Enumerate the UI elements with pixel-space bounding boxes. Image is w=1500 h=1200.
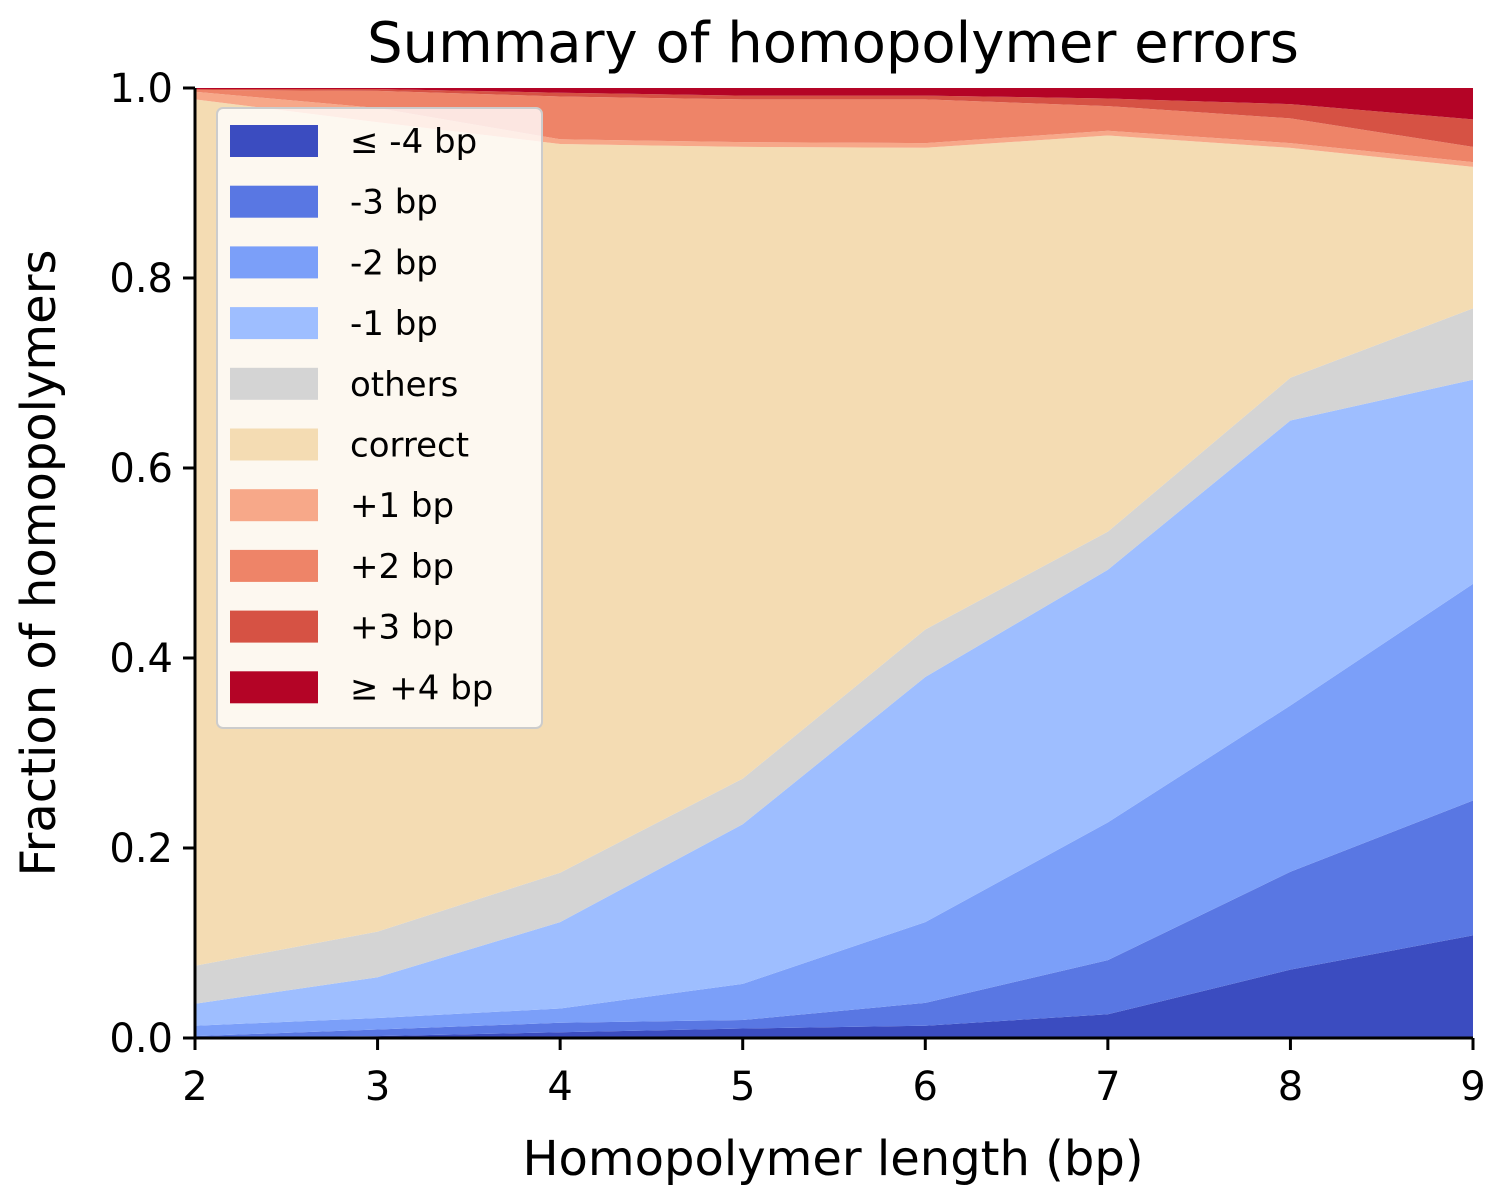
x-tick-label: 3: [365, 1064, 390, 1110]
x-axis-label: Homopolymer length (bp): [522, 1131, 1143, 1187]
legend-label: +3 bp: [350, 608, 454, 648]
area-series-3: [195, 379, 1473, 1026]
legend-swatch: [230, 610, 318, 643]
x-tick-label: 7: [1095, 1064, 1120, 1110]
legend-swatch: [230, 549, 318, 582]
x-tick-label: 2: [182, 1064, 207, 1110]
legend-label: +2 bp: [350, 547, 454, 587]
x-tick-label: 4: [547, 1064, 572, 1110]
legend: ≤ -4 bp -3 bp -2 bp -1 bp others correct +1 bp…: [216, 107, 543, 729]
x-tick-label: 9: [1460, 1064, 1485, 1110]
x-tick-label: 5: [730, 1064, 755, 1110]
area-series-4: [195, 308, 1473, 1004]
area-series-9: [195, 88, 1473, 120]
legend-label: ≥ +4 bp: [350, 668, 493, 708]
area-series-0: [195, 935, 1473, 1038]
legend-swatch: [230, 307, 318, 340]
y-tick-group: 0.0 0.2 0.4 0.6 0.8 1.0: [109, 66, 195, 1062]
x-tick-label: 6: [913, 1064, 938, 1110]
area-series-1: [195, 800, 1473, 1038]
y-axis-label: Fraction of homopolymers: [11, 250, 67, 877]
chart-title: Summary of homopolymer errors: [367, 11, 1299, 76]
legend-items: ≤ -4 bp -3 bp -2 bp -1 bp others correct +1 bp…: [230, 122, 493, 708]
legend-label: +1 bp: [350, 486, 454, 526]
area-series-2: [195, 583, 1473, 1037]
legend-swatch: [230, 125, 318, 157]
y-tick-label: 0.0: [109, 1016, 173, 1062]
legend-swatch: [230, 428, 318, 461]
legend-swatch: [230, 671, 318, 704]
y-tick-label: 0.8: [109, 256, 173, 302]
legend-label: -3 bp: [350, 183, 438, 223]
x-tick-label: 8: [1278, 1064, 1303, 1110]
legend-swatch: [230, 367, 318, 400]
legend-swatch: [230, 246, 318, 279]
y-tick-label: 1.0: [109, 66, 173, 112]
area-series-8: [195, 89, 1473, 147]
y-tick-label: 0.2: [109, 826, 173, 872]
legend-label: others: [350, 365, 458, 405]
y-tick-label: 0.4: [109, 636, 173, 682]
legend-swatch: [230, 185, 318, 218]
y-tick-label: 0.6: [109, 446, 173, 492]
legend-label: correct: [350, 426, 469, 466]
legend-label: -1 bp: [350, 304, 438, 344]
legend-swatch: [230, 489, 318, 522]
x-tick-group: 2 3 4 5 6 7 8 9: [182, 1038, 1486, 1110]
legend-label: -2 bp: [350, 243, 438, 283]
legend-label: ≤ -4 bp: [350, 122, 477, 162]
